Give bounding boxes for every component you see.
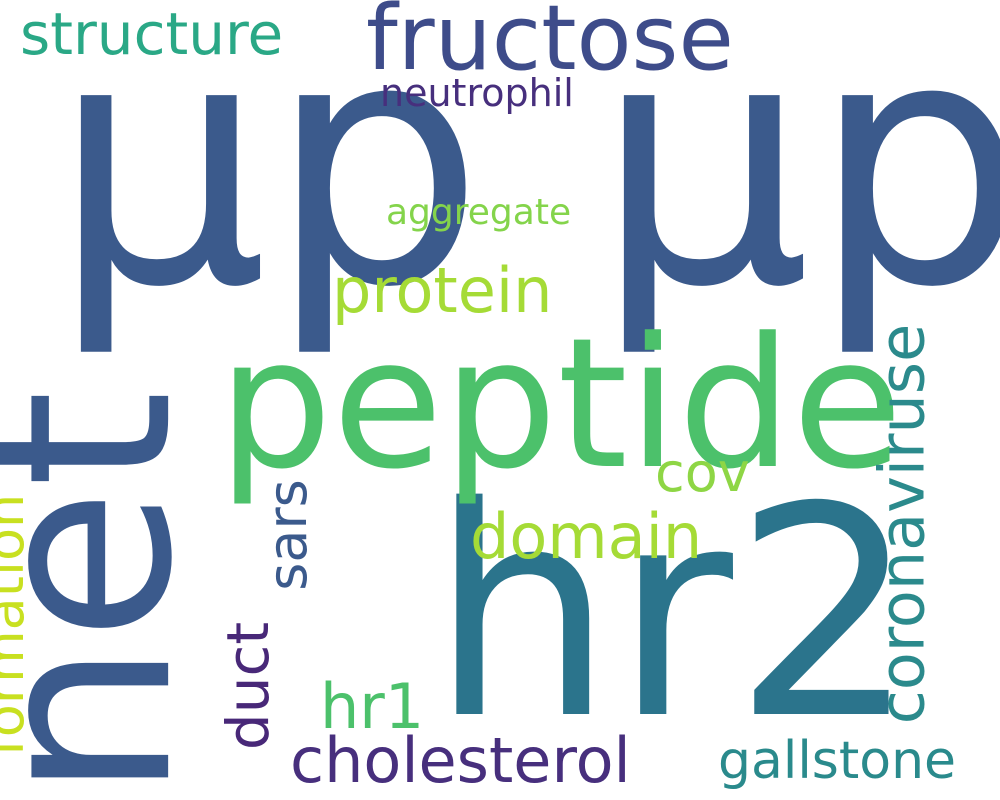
word-cov: cov (655, 441, 750, 504)
word-hr2: hr2 (430, 446, 918, 783)
word-mu-p-1: μp (52, 0, 485, 362)
word-protein: protein (332, 254, 553, 327)
word-sars: sars (255, 479, 319, 591)
word-aggregate: aggregate (386, 192, 572, 233)
word-formation: formation (0, 493, 37, 757)
word-mu-p-2: μp (595, 0, 1000, 362)
word-neutrophil: neutrophil (380, 71, 574, 115)
word-hr1: hr1 (320, 670, 425, 743)
word-gallstone: gallstone (718, 731, 957, 791)
word-fructose: fructose (366, 0, 734, 91)
word-peptide: peptide (218, 300, 903, 509)
word-structure: structure (20, 0, 284, 68)
word-coronaviruse: coronaviruse (865, 323, 939, 725)
word-domain: domain (470, 500, 703, 573)
word-duct: duct (214, 621, 283, 751)
word-cholesterol: cholesterol (290, 724, 631, 797)
